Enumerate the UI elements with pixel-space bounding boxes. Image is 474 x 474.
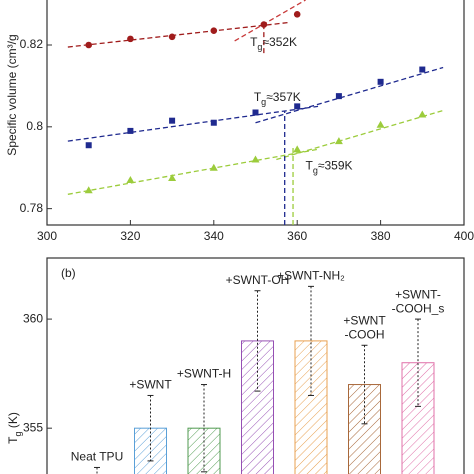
- bar-label: +SWNT-OH: [226, 273, 290, 287]
- plot-frame: [46, 0, 465, 226]
- label-main: T: [6, 436, 20, 444]
- point: [251, 155, 260, 163]
- bar: [241, 340, 274, 474]
- bar: [348, 384, 381, 474]
- label-rest: (K): [6, 412, 20, 431]
- fit-line: [255, 66, 444, 124]
- bar-label: +SWNT: [129, 378, 172, 392]
- x-tick-label: 400: [454, 229, 474, 243]
- point: [168, 33, 176, 41]
- fit-line: [67, 148, 319, 195]
- panel-label: (b): [61, 266, 76, 280]
- x-tick-label: 360: [287, 229, 307, 243]
- point: [210, 119, 217, 126]
- label-main: T: [306, 159, 314, 173]
- x-tick-label: 300: [37, 229, 57, 243]
- y-tick-label: 0.78: [20, 201, 44, 215]
- point: [210, 27, 218, 34]
- point: [260, 21, 268, 28]
- point: [334, 137, 343, 145]
- point: [376, 120, 385, 128]
- annotation: Tg≈359K: [306, 159, 353, 176]
- x-tick-label: 320: [120, 229, 140, 243]
- bar-label: Neat TPU: [71, 450, 123, 464]
- bar-label: +SWNT-NH₂: [277, 269, 345, 283]
- y-axis-label: Tg (K): [6, 412, 23, 444]
- label-rest: ≈359K: [318, 159, 353, 173]
- plot-frame: [46, 257, 465, 474]
- point: [169, 117, 176, 124]
- bar-label: -COOH: [345, 327, 385, 341]
- point: [127, 35, 134, 43]
- label-sub: g: [313, 166, 318, 176]
- x-tick-label: 340: [204, 229, 224, 243]
- bar: [294, 340, 328, 474]
- bar-label: +SWNT-: [395, 287, 441, 301]
- bar: [134, 427, 167, 474]
- bar-label: +SWNT: [343, 313, 386, 327]
- label-rest: ≈352K: [262, 35, 297, 49]
- y-tick-label: 360: [23, 311, 43, 325]
- label-sub: g: [261, 98, 266, 108]
- label-sub: g: [13, 431, 23, 436]
- fit-line: [67, 105, 319, 142]
- bar-label: +SWNT-H: [177, 367, 231, 381]
- point: [335, 93, 342, 100]
- point: [126, 176, 135, 183]
- point: [209, 163, 218, 171]
- bar: [187, 427, 221, 474]
- point: [168, 173, 177, 181]
- annotation: Tg≈357K: [254, 90, 301, 107]
- point: [127, 127, 134, 134]
- point: [85, 41, 92, 49]
- point: [377, 78, 384, 85]
- label-main: T: [250, 35, 258, 49]
- point: [293, 145, 302, 153]
- y-tick-label: 355: [23, 420, 43, 434]
- y-tick-label: 0.82: [20, 37, 44, 51]
- bar-label: -COOH_s: [392, 301, 445, 315]
- annotation: Tg≈352K: [250, 35, 297, 52]
- label-main: T: [254, 90, 262, 104]
- point: [252, 109, 259, 116]
- point: [85, 142, 92, 149]
- x-tick-label: 380: [371, 229, 391, 243]
- point: [419, 66, 426, 73]
- point: [84, 186, 93, 194]
- label-sub: g: [257, 42, 262, 52]
- fit-line: [67, 21, 289, 48]
- fit-line: [234, 0, 306, 42]
- fit-line: [276, 109, 444, 161]
- y-tick-label: 0.8: [26, 119, 43, 133]
- point: [418, 110, 427, 118]
- point: [294, 103, 301, 110]
- point: [293, 11, 301, 18]
- label-rest: ≈357K: [266, 90, 301, 104]
- y-axis-label: Specific volume (cm³/g: [5, 34, 19, 155]
- bar: [401, 362, 435, 474]
